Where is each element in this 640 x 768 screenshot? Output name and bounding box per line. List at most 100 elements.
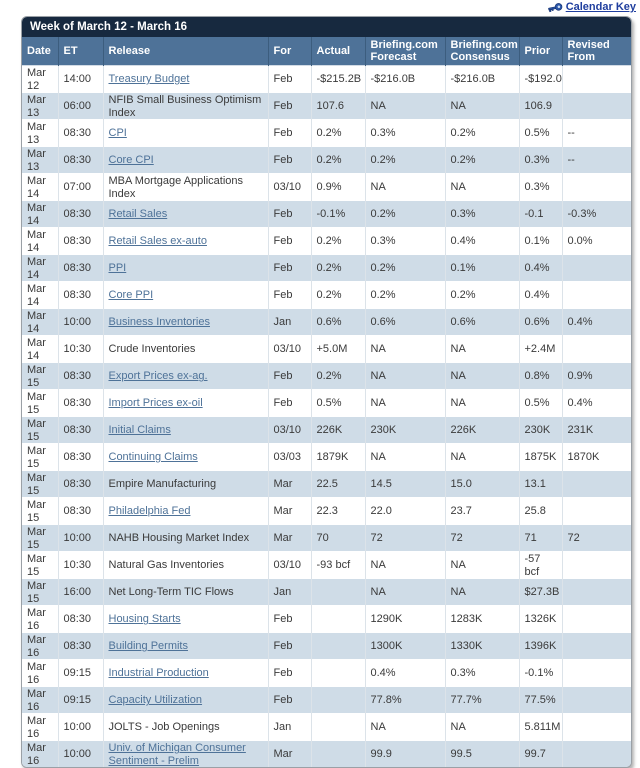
cell-et: 08:30 [57,443,103,471]
release-link[interactable]: Retail Sales [108,208,168,221]
table-row: Mar 15 08:30 Export Prices ex-ag. Feb 0.2% NA… [22,362,631,390]
cell-revised [561,254,631,282]
cell-revised [561,578,631,606]
release-link[interactable]: Import Prices ex-oil [108,397,203,410]
cell-date: Mar 13 [22,146,58,174]
cell-et: 08:30 [57,497,103,525]
cell-revised: 231K [561,416,631,444]
cell-forecast: NA [364,713,445,741]
cell-consensus: NA [444,443,519,471]
cell-for: Feb [267,119,311,147]
cell-prior: 5.811M [518,713,562,741]
cell-for: 03/10 [267,551,311,579]
cell-forecast: 1300K [364,632,445,660]
cell-for: Feb [267,146,311,174]
release-link[interactable]: Capacity Utilization [108,694,203,707]
cell-date: Mar 15 [22,551,58,579]
cell-forecast: 22.0 [364,497,445,525]
table-row: Mar 15 08:30 Initial Claims 03/10 226K 230K 22… [22,416,631,444]
col-header-date: Date [22,37,58,66]
cell-revised [561,713,631,741]
cell-for: Jan [267,713,311,741]
cell-revised [561,632,631,660]
cell-prior: -0.1% [518,659,562,687]
table-row: Mar 13 06:00 NFIB Small Business Optimism … [22,92,631,120]
cell-consensus: 99.5 [444,740,519,767]
cell-actual [310,659,365,687]
release-link[interactable]: Initial Claims [108,424,171,437]
calendar-key-label: Calendar Key [565,1,636,13]
table-row: Mar 16 10:00 JOLTS - Job Openings Jan NA NA 5.… [22,713,631,741]
cell-for: 03/10 [267,173,311,201]
calendar-key-link[interactable]: Calendar Key [547,1,636,13]
cell-consensus: 0.2% [444,281,519,309]
cell-for: Feb [267,659,311,687]
cell-for: Feb [267,389,311,417]
cell-actual: 1879K [310,443,365,471]
table-row: Mar 14 08:30 PPI Feb 0.2% 0.2% 0.1% 0.4% [22,254,631,282]
cell-consensus: NA [444,362,519,390]
cell-prior: 0.8% [518,362,562,390]
cell-date: Mar 16 [22,686,58,714]
table-row: Mar 15 08:30 Empire Manufacturing Mar 22.5 14… [22,470,631,498]
release-link[interactable]: Export Prices ex-ag. [108,370,208,383]
cell-forecast: NA [364,443,445,471]
cell-prior: 0.4% [518,281,562,309]
cell-release: CPI [102,119,268,147]
cell-for: Feb [267,200,311,228]
release-link[interactable]: Treasury Budget [108,73,190,86]
cell-et: 08:30 [57,146,103,174]
cell-actual: 0.2% [310,146,365,174]
cell-prior: $27.3B [518,578,562,606]
cell-actual: 0.2% [310,254,365,282]
table-row: Mar 16 09:15 Capacity Utilization Feb 77.8% 7… [22,686,631,714]
cell-actual [310,632,365,660]
cell-release: Natural Gas Inventories [102,551,268,579]
release-link[interactable]: Core PPI [108,289,154,302]
release-link[interactable]: Philadelphia Fed [108,505,191,518]
release-text: Empire Manufacturing [108,478,217,491]
cell-prior: 0.1% [518,227,562,255]
release-link[interactable]: PPI [108,262,127,275]
cell-release: Univ. of Michigan Consumer Sentiment - P… [102,740,268,767]
cell-forecast: 0.2% [364,281,445,309]
cell-date: Mar 15 [22,443,58,471]
release-link[interactable]: Core CPI [108,154,154,167]
release-link[interactable]: Building Permits [108,640,188,653]
cell-consensus: NA [444,713,519,741]
release-link[interactable]: Housing Starts [108,613,181,626]
cell-revised: 72 [561,524,631,552]
cell-consensus: 77.7% [444,686,519,714]
cell-consensus: 0.4% [444,227,519,255]
cell-consensus: NA [444,92,519,120]
cell-for: Mar [267,524,311,552]
cell-prior: 13.1 [518,470,562,498]
table-row: Mar 12 14:00 Treasury Budget Feb -$215.2B -$2… [22,65,631,93]
cell-actual [310,578,365,606]
cell-revised [561,92,631,120]
cell-et: 09:15 [57,686,103,714]
cell-prior: 25.8 [518,497,562,525]
cell-release: Capacity Utilization [102,686,268,714]
release-link[interactable]: Univ. of Michigan Consumer Sentiment - P… [108,742,246,767]
cell-consensus: NA [444,335,519,363]
cell-revised [561,65,631,93]
cell-date: Mar 15 [22,497,58,525]
table-row: Mar 16 08:30 Building Permits Feb 1300K 1330K… [22,632,631,660]
release-link[interactable]: Business Inventories [108,316,211,329]
table-row: Mar 15 08:30 Import Prices ex-oil Feb 0.5% NA… [22,389,631,417]
table-row: Mar 14 08:30 Retail Sales ex-auto Feb 0.2% 0.… [22,227,631,255]
cell-prior: 0.6% [518,308,562,336]
cell-actual: 0.2% [310,362,365,390]
release-link[interactable]: Retail Sales ex-auto [108,235,207,248]
release-link[interactable]: Continuing Claims [108,451,198,464]
cell-release: Core PPI [102,281,268,309]
release-link[interactable]: CPI [108,127,127,140]
cell-date: Mar 15 [22,416,58,444]
release-link[interactable]: Industrial Production [108,667,209,680]
cell-prior: -57 bcf [518,551,562,579]
table-row: Mar 13 08:30 Core CPI Feb 0.2% 0.2% 0.2% 0.3% -- [22,146,631,174]
cell-date: Mar 16 [22,632,58,660]
cell-forecast: 0.3% [364,119,445,147]
table-row: Mar 15 16:00 Net Long-Term TIC Flows Jan NA N… [22,578,631,606]
